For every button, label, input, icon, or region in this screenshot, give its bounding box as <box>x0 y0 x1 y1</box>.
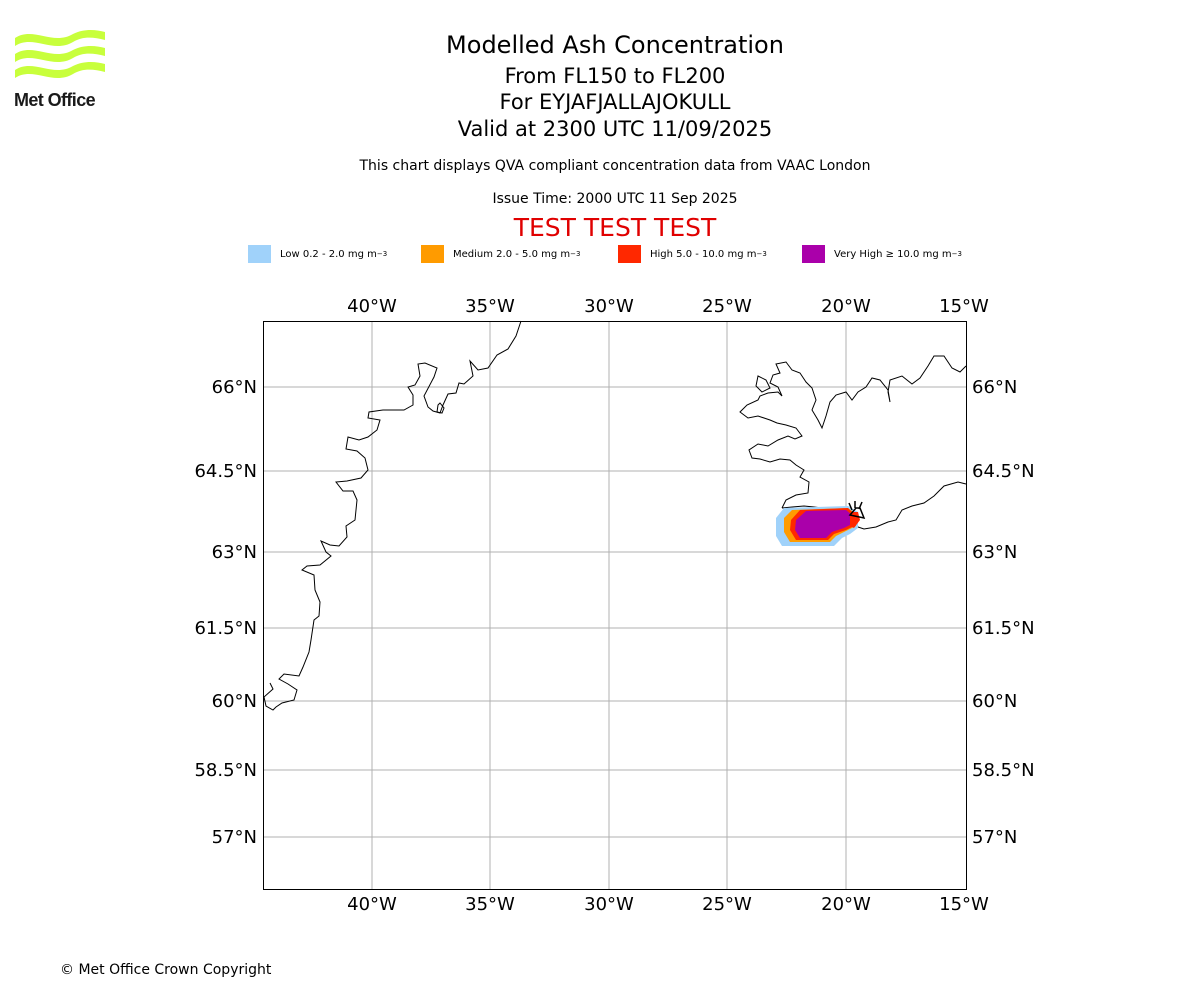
lon-tick-top-20w: 20°W <box>821 296 871 317</box>
legend-swatch-low <box>248 245 271 263</box>
lon-tick-bottom-20w: 20°W <box>821 894 871 915</box>
legend-item-very-high: Very High ≥ 10.0 mg m −3 <box>802 244 962 264</box>
lon-tick-bottom-40w: 40°W <box>347 894 397 915</box>
lat-tick-left-60n: 60°N <box>212 691 257 712</box>
chart-description: This chart displays QVA compliant concen… <box>359 158 871 174</box>
ash-area-very-high <box>795 510 852 538</box>
lon-tick-bottom-35w: 35°W <box>465 894 515 915</box>
lat-tick-left-61-5n: 61.5°N <box>194 618 257 639</box>
met-office-logo: Met Office <box>13 28 109 114</box>
copyright: © Met Office Crown Copyright <box>60 962 272 978</box>
lon-tick-top-25w: 25°W <box>702 296 752 317</box>
legend-item-medium: Medium 2.0 - 5.0 mg m −3 <box>421 244 580 264</box>
volcano-icon <box>848 501 866 520</box>
lon-tick-top-15w: 15°W <box>939 296 989 317</box>
legend-exp-medium: −3 <box>570 250 581 258</box>
issue-time: Issue Time: 2000 UTC 11 Sep 2025 <box>492 191 738 207</box>
lat-tick-right-66n: 66°N <box>972 377 1017 398</box>
legend-exp-low: −3 <box>376 250 388 258</box>
lon-tick-bottom-15w: 15°W <box>939 894 989 915</box>
lat-tick-left-57n: 57°N <box>212 827 257 848</box>
lon-tick-bottom-30w: 30°W <box>584 894 634 915</box>
lat-tick-right-63n: 63°N <box>972 542 1017 563</box>
volcano-name: For EYJAFJALLAJOKULL <box>499 90 731 114</box>
lat-tick-right-61-5n: 61.5°N <box>972 618 1035 639</box>
met-office-logo-text: Met Office <box>14 90 96 110</box>
lon-tick-bottom-25w: 25°W <box>702 894 752 915</box>
legend-label-medium: Medium 2.0 - 5.0 mg m <box>453 248 571 260</box>
lat-tick-right-64-5n: 64.5°N <box>972 461 1035 482</box>
lat-tick-left-66n: 66°N <box>212 377 257 398</box>
greenland-coastline <box>263 320 522 711</box>
lon-tick-top-35w: 35°W <box>465 296 515 317</box>
legend-label-high: High 5.0 - 10.0 mg m <box>650 248 757 260</box>
legend-swatch-high <box>618 245 641 263</box>
map-frame <box>263 321 967 890</box>
iceland-fjord <box>755 375 771 393</box>
greenland-inlet <box>436 402 445 414</box>
test-banner: TEST TEST TEST <box>513 213 717 242</box>
map-grid <box>263 321 967 890</box>
chart-title: Modelled Ash Concentration <box>446 31 784 59</box>
legend-swatch-very-high <box>802 245 825 263</box>
legend-item-low: Low 0.2 - 2.0 mg m −3 <box>248 244 387 264</box>
lon-tick-top-30w: 30°W <box>584 296 634 317</box>
legend-swatch-medium <box>421 245 444 263</box>
lat-tick-left-64-5n: 64.5°N <box>194 461 257 482</box>
ash-plume <box>776 506 860 546</box>
lat-tick-left-58-5n: 58.5°N <box>194 760 257 781</box>
flight-levels: From FL150 to FL200 <box>504 64 726 88</box>
legend-item-high: High 5.0 - 10.0 mg m −3 <box>618 244 767 264</box>
legend-label-low: Low 0.2 - 2.0 mg m <box>280 248 377 260</box>
legend-exp-high: −3 <box>756 250 767 258</box>
lat-tick-right-58-5n: 58.5°N <box>972 760 1035 781</box>
met-office-wave-logo-icon <box>15 30 105 78</box>
lat-tick-right-60n: 60°N <box>972 691 1017 712</box>
iceland-coastline <box>739 355 967 509</box>
lat-tick-left-63n: 63°N <box>212 542 257 563</box>
lon-tick-top-40w: 40°W <box>347 296 397 317</box>
legend-exp-very-high: −3 <box>951 250 962 258</box>
lat-tick-right-57n: 57°N <box>972 827 1017 848</box>
legend-label-very-high: Very High ≥ 10.0 mg m <box>834 248 952 260</box>
valid-time: Valid at 2300 UTC 11/09/2025 <box>457 117 773 141</box>
